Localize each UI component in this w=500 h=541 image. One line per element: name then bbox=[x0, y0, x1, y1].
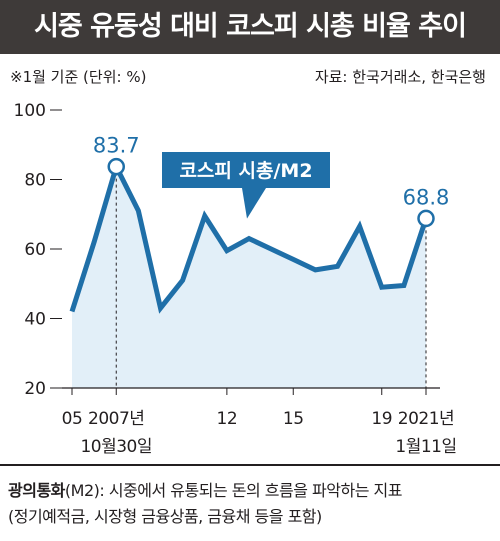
chart-area: 20 40 60 80 100 05 2007년 10월30일 12 15 19 2021년 1월11일… bbox=[14, 101, 458, 457]
x-tick-sublabel: 10월30일 bbox=[80, 437, 152, 457]
y-tick-label: 20 bbox=[24, 379, 46, 399]
series-label: 코스피 시총/M2 bbox=[179, 160, 312, 182]
x-tick-label: 2021년 bbox=[398, 409, 454, 429]
x-tick-sublabel: 1월11일 bbox=[395, 437, 456, 457]
annotation-value-label: 83.7 bbox=[93, 134, 140, 158]
title-bar: 시중 유동성 대비 코스피 시총 비율 추이 bbox=[0, 0, 500, 54]
series-line bbox=[69, 159, 429, 314]
annotation-value-label: 68.8 bbox=[403, 185, 450, 209]
x-tick-label: 12 bbox=[217, 409, 238, 429]
callout-box bbox=[162, 152, 330, 188]
footer-detail: (정기예적금, 시장형 금융상품, 금융채 등을 포함) bbox=[8, 507, 322, 526]
footer-definition: 광의통화(M2): 시중에서 유통되는 돈의 흐름을 파악하는 지표 bbox=[8, 477, 402, 501]
y-tick-label: 40 bbox=[24, 310, 46, 330]
x-tick-label: 2007년 bbox=[88, 409, 144, 429]
y-tick-label: 60 bbox=[24, 240, 46, 260]
annotation-marker bbox=[107, 157, 125, 176]
y-tick-label: 80 bbox=[24, 171, 46, 191]
x-tick-label: 15 bbox=[283, 409, 304, 429]
chart-title: 시중 유동성 대비 코스피 시총 비율 추이 bbox=[34, 11, 467, 42]
footer-definition-text: (M2): 시중에서 유통되는 돈의 흐름을 파악하는 지표 bbox=[64, 481, 403, 500]
footer-term: 광의통화 bbox=[8, 481, 65, 500]
x-tick-label: 19 bbox=[371, 409, 392, 429]
x-tick-label: 05 bbox=[62, 409, 83, 429]
callout-pointer bbox=[242, 188, 266, 219]
footer-divider bbox=[0, 464, 500, 466]
area-fill bbox=[72, 166, 426, 388]
unit-note: ※1월 기준 (단위: %) bbox=[10, 68, 147, 86]
annotation-marker bbox=[417, 209, 435, 228]
source-note: 자료: 한국거래소, 한국은행 bbox=[314, 68, 486, 86]
y-tick-label: 100 bbox=[14, 101, 46, 121]
